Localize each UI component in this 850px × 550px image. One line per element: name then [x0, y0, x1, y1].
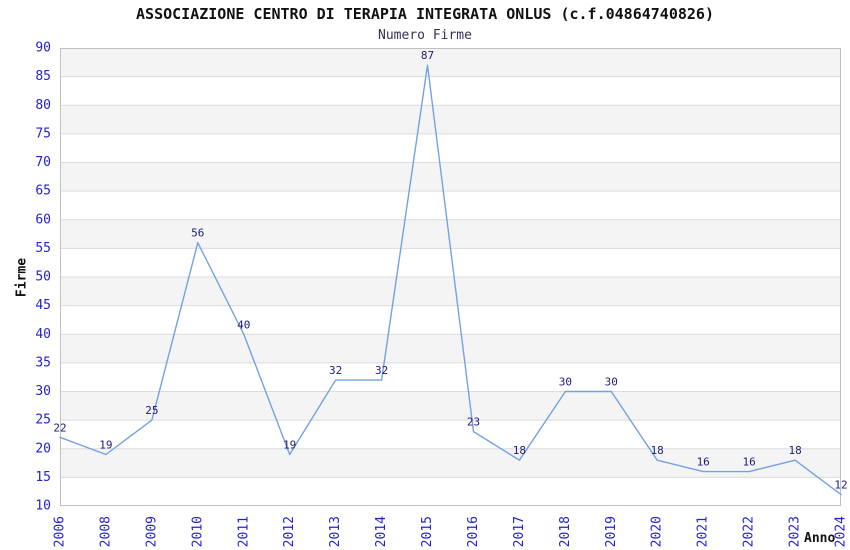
plot-band [60, 162, 841, 192]
data-label: 25 [145, 404, 158, 417]
plot-band [60, 191, 841, 220]
x-tick-label: 2009 [144, 516, 159, 547]
x-tick-label: 2010 [190, 516, 205, 547]
data-label: 18 [788, 444, 801, 457]
x-tick-label: 2018 [558, 516, 573, 547]
data-label: 22 [53, 421, 66, 434]
y-tick-label: 75 [35, 126, 51, 141]
x-tick-label: 2012 [282, 516, 297, 547]
x-tick-label: 2015 [420, 516, 435, 547]
y-tick-label: 15 [35, 470, 51, 485]
data-label: 32 [329, 364, 342, 377]
plot-border [60, 48, 841, 506]
x-tick-label: 2014 [374, 516, 389, 547]
y-tick-label: 60 [35, 212, 51, 227]
data-label: 16 [742, 456, 755, 469]
x-tick-label: 2024 [834, 516, 849, 547]
chart-title: ASSOCIAZIONE CENTRO DI TERAPIA INTEGRATA… [136, 5, 714, 23]
data-label: 19 [99, 439, 112, 452]
data-label: 16 [697, 456, 710, 469]
plot-band [60, 362, 841, 392]
x-tick-label: 2022 [742, 516, 757, 547]
y-tick-label: 10 [35, 499, 51, 514]
data-label: 23 [467, 416, 480, 429]
plot-band [60, 305, 841, 335]
y-tick-label: 35 [35, 355, 51, 370]
plot-band [60, 48, 841, 77]
plot-band [60, 277, 841, 306]
series-line [59, 64, 842, 496]
data-label: 40 [237, 318, 250, 331]
y-tick-label: 20 [35, 441, 51, 456]
y-tick-label: 50 [35, 270, 51, 285]
plot-band [60, 420, 841, 449]
plot-band [60, 76, 841, 106]
x-tick-label: 2020 [650, 516, 665, 547]
x-tick-label: 2023 [788, 516, 803, 547]
x-tick-label: 2013 [328, 516, 343, 547]
y-tick-label: 25 [35, 413, 51, 428]
data-label: 18 [513, 444, 526, 457]
y-axis-title: Firme [14, 257, 30, 298]
y-tick-label: 45 [35, 298, 51, 313]
data-label: 12 [834, 479, 847, 492]
x-tick-label: 2019 [604, 516, 619, 547]
x-tick-label: 2006 [53, 516, 68, 547]
data-label: 32 [375, 364, 388, 377]
x-tick-label: 2021 [696, 516, 711, 547]
x-tick-label: 2008 [98, 516, 113, 547]
plot-band [60, 477, 841, 506]
y-tick-label: 55 [35, 241, 51, 256]
y-tick-label: 40 [35, 327, 51, 342]
plot-band [60, 391, 841, 421]
plot-band [60, 448, 841, 478]
y-tick-label: 70 [35, 155, 51, 170]
plot-band [60, 334, 841, 363]
y-tick-label: 65 [35, 184, 51, 199]
y-tick-label: 90 [35, 41, 51, 56]
chart-subtitle: Numero Firme [378, 28, 472, 43]
data-label: 87 [421, 49, 434, 62]
data-label: 19 [283, 439, 296, 452]
data-label: 30 [605, 376, 618, 389]
x-tick-label: 2017 [512, 516, 527, 547]
x-tick-label: 2011 [236, 516, 251, 547]
data-label: 56 [191, 227, 204, 240]
data-label: 18 [651, 444, 664, 457]
y-tick-label: 85 [35, 69, 51, 84]
plot-band [60, 105, 841, 134]
x-tick-label: 2016 [466, 516, 481, 547]
plot-band [60, 133, 841, 163]
data-label: 30 [559, 376, 572, 389]
y-tick-label: 80 [35, 98, 51, 113]
y-tick-label: 30 [35, 384, 51, 399]
x-axis-title: Anno [804, 531, 836, 546]
